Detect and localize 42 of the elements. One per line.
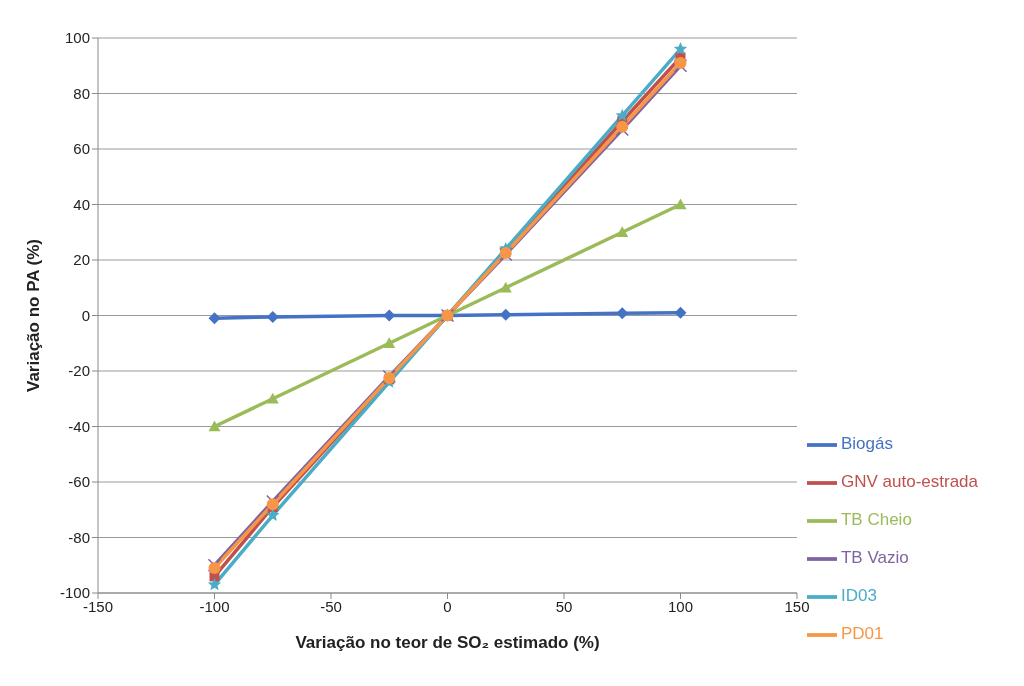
legend-label: TB Vazio [840,548,909,567]
x-tick-label: 0 [443,597,452,615]
x-tick-label: 150 [784,597,810,615]
legend-label: TB Cheio [840,510,912,529]
point [615,122,629,137]
y-tick-label: 20 [73,251,90,269]
legend-label: ID03 [840,586,877,605]
point [673,59,688,73]
y-tick-label: -20 [68,362,90,380]
point [266,392,279,404]
legend-label: PD01 [840,624,884,643]
legend-label: Biogás [840,434,893,453]
point [674,56,687,69]
y-tick-label: -80 [68,528,90,546]
point [208,562,221,575]
y-tick-label: 80 [73,84,90,102]
point [674,198,687,210]
y-tick-label: -60 [68,473,90,491]
point [673,42,688,55]
y-axis-title: Variação no PA (%) [24,238,44,393]
x-tick-label: 50 [555,597,573,615]
point [207,558,222,572]
point [208,420,221,432]
point [266,508,280,521]
y-tick-label: 0 [81,306,90,324]
point [266,494,280,509]
y-tick-label: -40 [68,417,90,435]
x-tick-label: -50 [320,597,342,615]
point [615,108,629,122]
y-tick-label: 60 [73,140,90,158]
point [616,120,629,133]
x-axis-title: Variação no teor de SO₂ estimado (%) [295,633,600,652]
y-tick-label: 40 [73,195,90,213]
x-tick-label: -100 [199,597,230,615]
point [383,337,396,349]
point [207,577,222,591]
point [208,312,221,325]
point [616,226,629,238]
legend-label: GNV auto-estrada [840,472,978,491]
point [499,281,512,293]
y-tick-label: 100 [64,29,90,47]
x-tick-label: 100 [667,597,693,615]
